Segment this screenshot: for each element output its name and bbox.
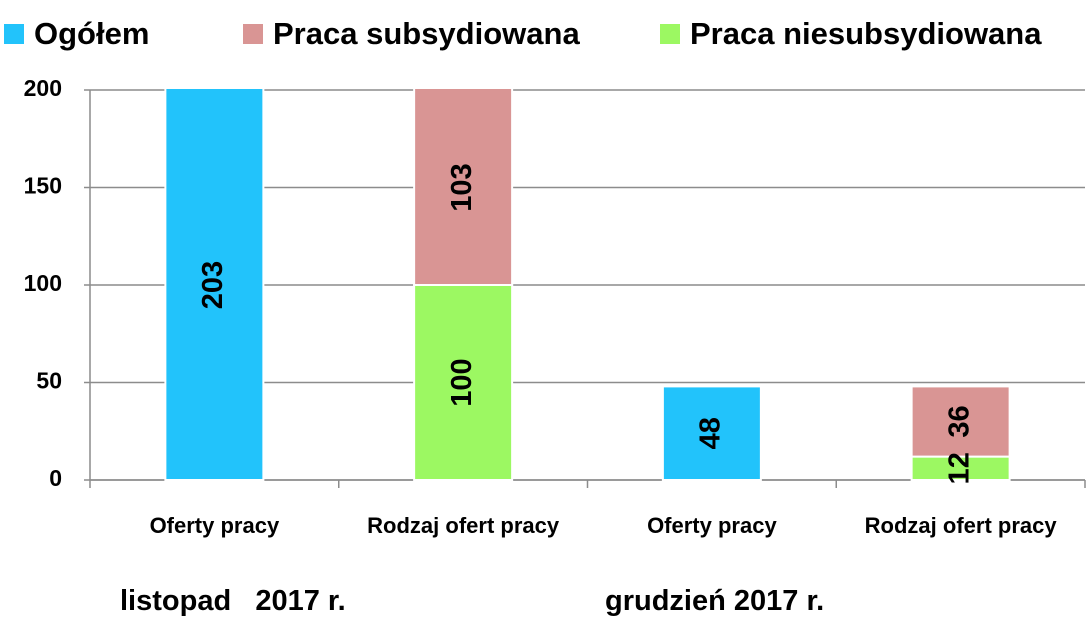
data-label: 103 [446, 163, 478, 211]
legend-swatch [660, 24, 680, 44]
legend-swatch [4, 24, 24, 44]
legend-swatch [243, 24, 263, 44]
bar-segment [413, 284, 514, 481]
legend-item: Praca subsydiowana [243, 16, 580, 52]
y-tick-label: 150 [24, 173, 62, 199]
bar-segment [661, 385, 762, 481]
x-tick-label: Rodzaj ofert pracy [864, 513, 1057, 538]
legend-label: Praca subsydiowana [273, 16, 580, 51]
data-label: 100 [446, 358, 478, 406]
data-label: 203 [197, 261, 229, 309]
legend-item: Ogółem [4, 16, 149, 52]
x-tick-label: Rodzaj ofert pracy [367, 513, 560, 538]
bars [164, 89, 1011, 481]
data-label: 36 [943, 405, 975, 437]
x-tick-label: Oferty pracy [647, 513, 777, 538]
bar-segment [164, 89, 265, 481]
x-tick-label: Oferty pracy [149, 513, 280, 538]
group-label: listopad 2017 r. [120, 585, 346, 617]
legend-item: Praca niesubsydiowana [660, 16, 1041, 52]
group-label: grudzień 2017 r. [605, 585, 825, 617]
y-tick-label: 100 [24, 270, 62, 296]
data-label: 12 [943, 452, 975, 484]
legend-label: Praca niesubsydiowana [690, 16, 1042, 51]
y-tick-label: 0 [49, 465, 62, 491]
bar-segment [910, 385, 1011, 458]
data-label: 48 [695, 417, 727, 449]
bar-segment [413, 89, 514, 287]
legend-label: Ogółem [34, 16, 150, 51]
y-tick-label: 50 [36, 368, 62, 394]
y-tick-label: 200 [24, 75, 62, 101]
